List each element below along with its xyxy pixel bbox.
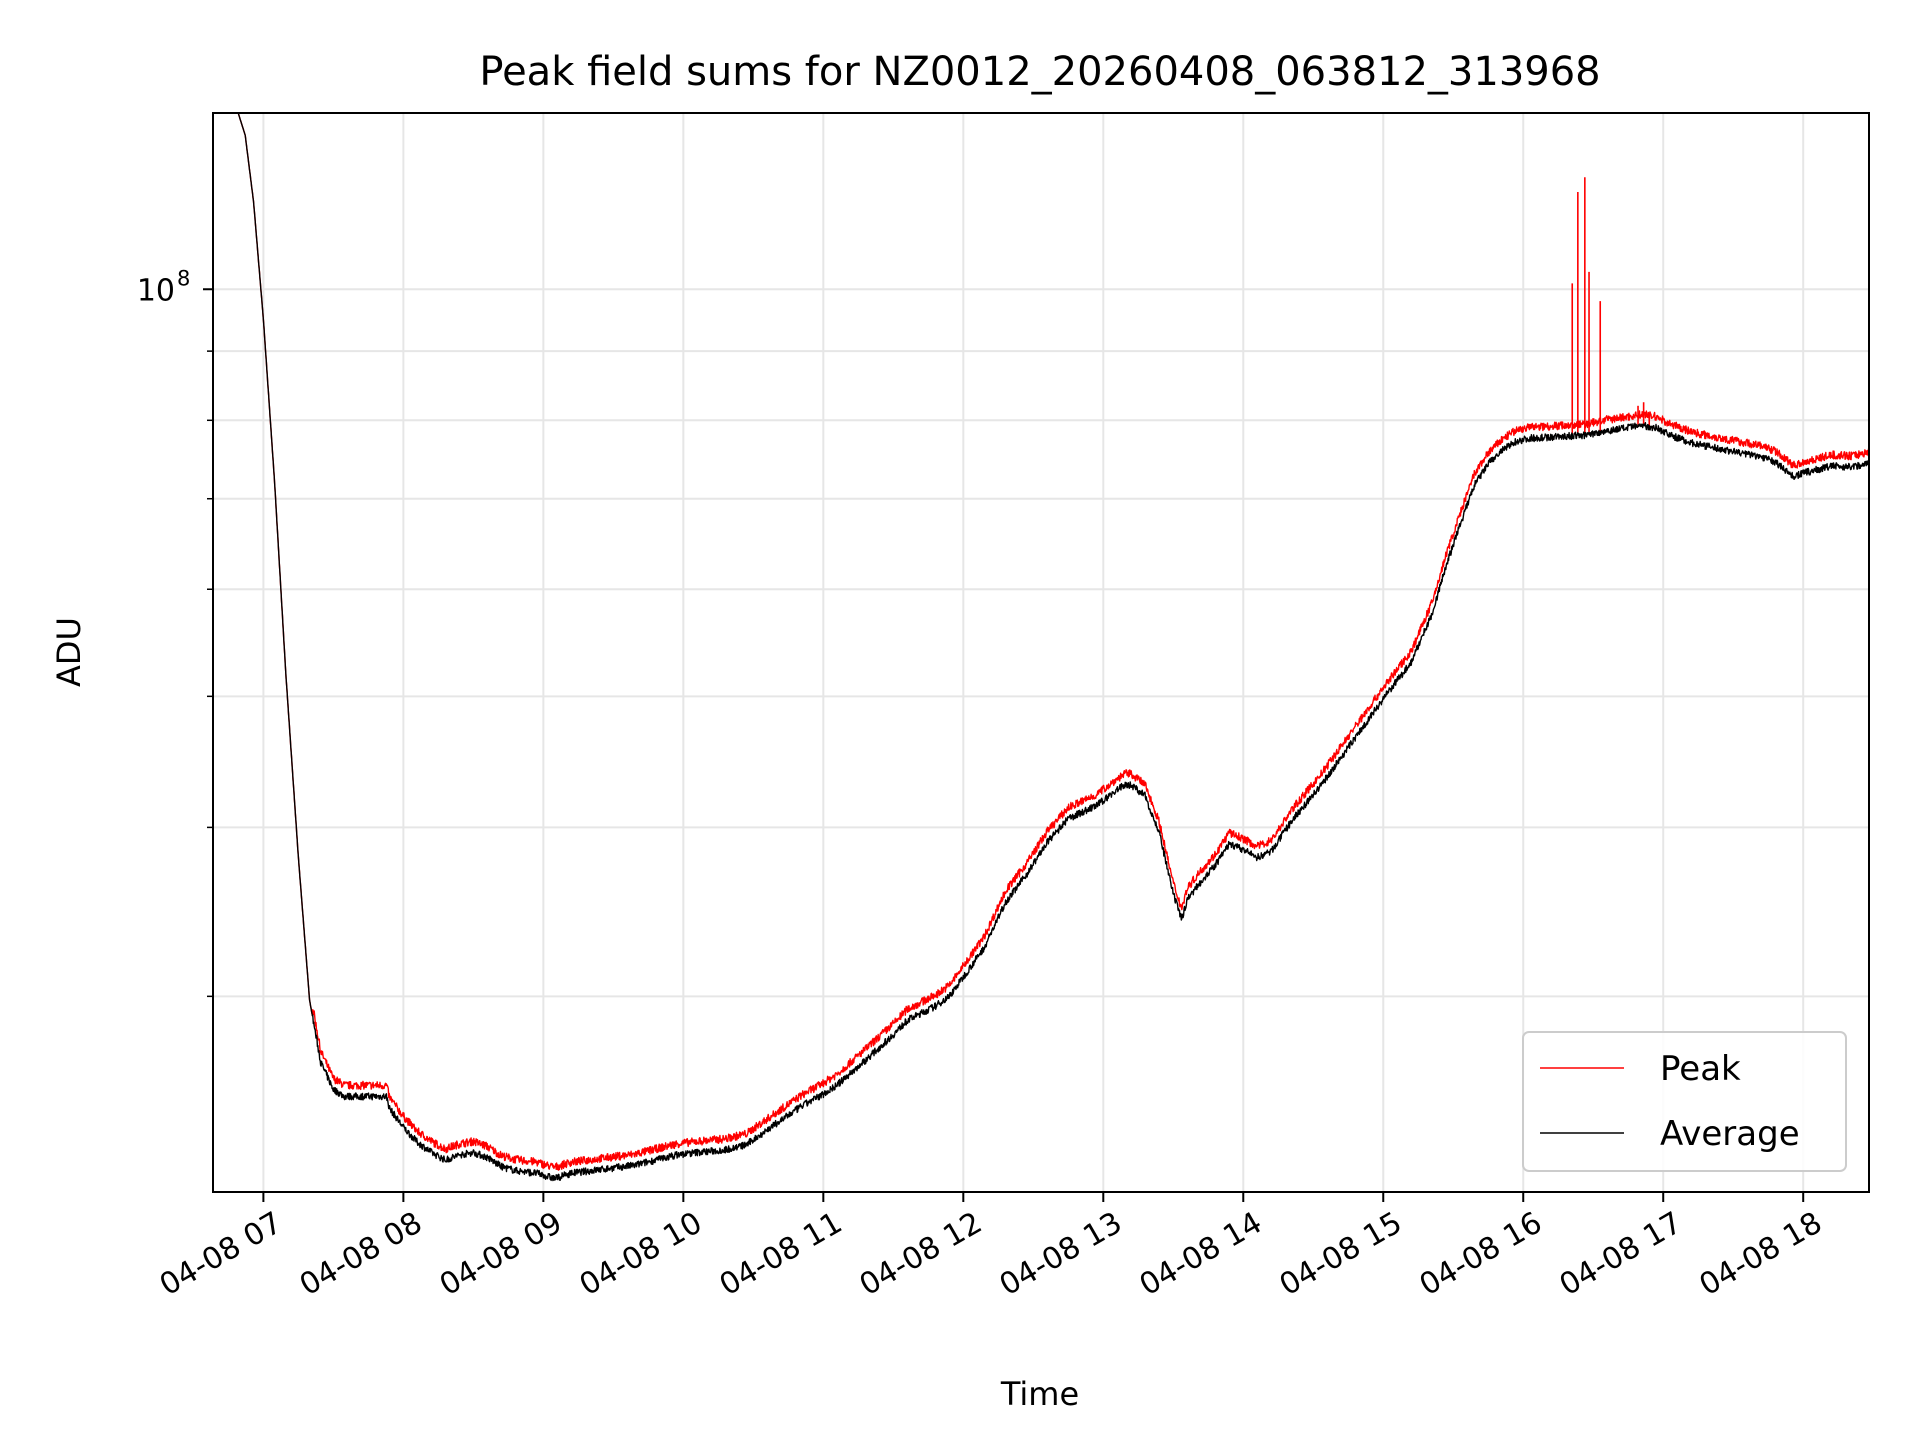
x-axis-label: Time	[1000, 1375, 1079, 1413]
y-tick-label-exponent: 8	[177, 266, 190, 290]
legend: Peak Average	[1522, 1031, 1847, 1172]
series-line-peak	[213, 113, 1869, 1171]
legend-label-average: Average	[1660, 1114, 1800, 1154]
chart-title: Peak field sums for NZ0012_20260408_0638…	[479, 49, 1600, 95]
legend-label-peak: Peak	[1660, 1049, 1741, 1089]
grid	[213, 113, 1869, 1192]
series-line-average	[213, 113, 1869, 1182]
y-tick-label: 10	[137, 273, 175, 308]
legend-box	[1522, 1031, 1847, 1172]
y-axis: 10 8	[137, 266, 213, 998]
plot-frame	[212, 112, 1870, 1193]
y-axis-label: ADU	[50, 617, 88, 687]
series-layer	[213, 113, 1869, 1182]
